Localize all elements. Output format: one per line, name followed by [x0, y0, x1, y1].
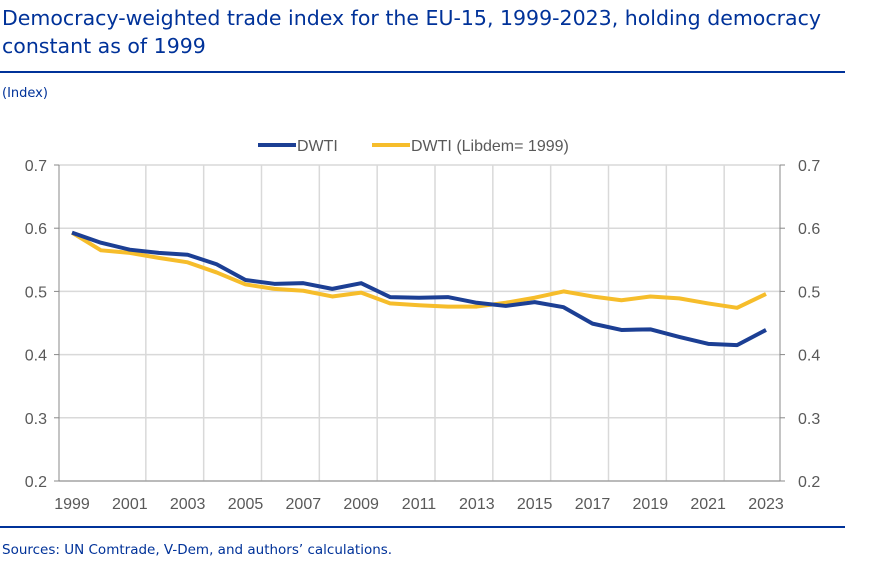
top-divider: [0, 71, 845, 73]
x-tick-label: 2003: [170, 496, 206, 513]
y-tick-label-right: 0.2: [798, 474, 820, 491]
y-tick-label-right: 0.7: [798, 158, 820, 175]
unit-label: (Index): [2, 86, 48, 101]
x-tick-label: 2009: [343, 496, 379, 513]
x-tick-label: 2015: [517, 496, 553, 513]
y-tick-label-left: 0.2: [25, 474, 47, 491]
bottom-divider: [0, 526, 845, 528]
x-tick-label: 2007: [286, 496, 322, 513]
x-tick-label: 2011: [402, 496, 437, 513]
y-tick-label-left: 0.5: [25, 284, 47, 301]
legend-label: DWTI (Libdem= 1999): [411, 138, 569, 155]
x-tick-label: 2021: [690, 496, 726, 513]
chart-title: Democracy-weighted trade index for the E…: [2, 6, 822, 58]
series-line-dwti: [71, 230, 767, 348]
x-tick-label: 2017: [575, 496, 611, 513]
y-tick-label-right: 0.4: [798, 348, 820, 365]
y-tick-label-right: 0.6: [798, 221, 820, 238]
series-line-dwti-libdem: [70, 230, 767, 310]
x-tick-label: 2023: [748, 496, 784, 513]
line-chart: 0.2 0.2 0.3 0.3 0.4 0.4 0.5 0.5 0.6 0.6 0.7 0.7 1999…: [25, 138, 821, 513]
x-tick-label: 1999: [54, 496, 90, 513]
y-tick-label-left: 0.7: [25, 158, 47, 175]
y-tick-label-left: 0.4: [25, 348, 47, 365]
x-tick-label: 2001: [112, 496, 148, 513]
y-tick-label-right: 0.3: [798, 411, 820, 428]
x-tick-label: 2019: [633, 496, 669, 513]
source-note: Sources: UN Comtrade, V-Dem, and authors…: [2, 542, 393, 558]
x-tick-label: 2005: [228, 496, 264, 513]
y-tick-label-right: 0.5: [798, 284, 820, 301]
y-tick-label-left: 0.6: [25, 221, 47, 238]
legend-label: DWTI: [297, 138, 338, 155]
y-tick-label-left: 0.3: [25, 411, 47, 428]
x-tick-label: 2013: [459, 496, 495, 513]
